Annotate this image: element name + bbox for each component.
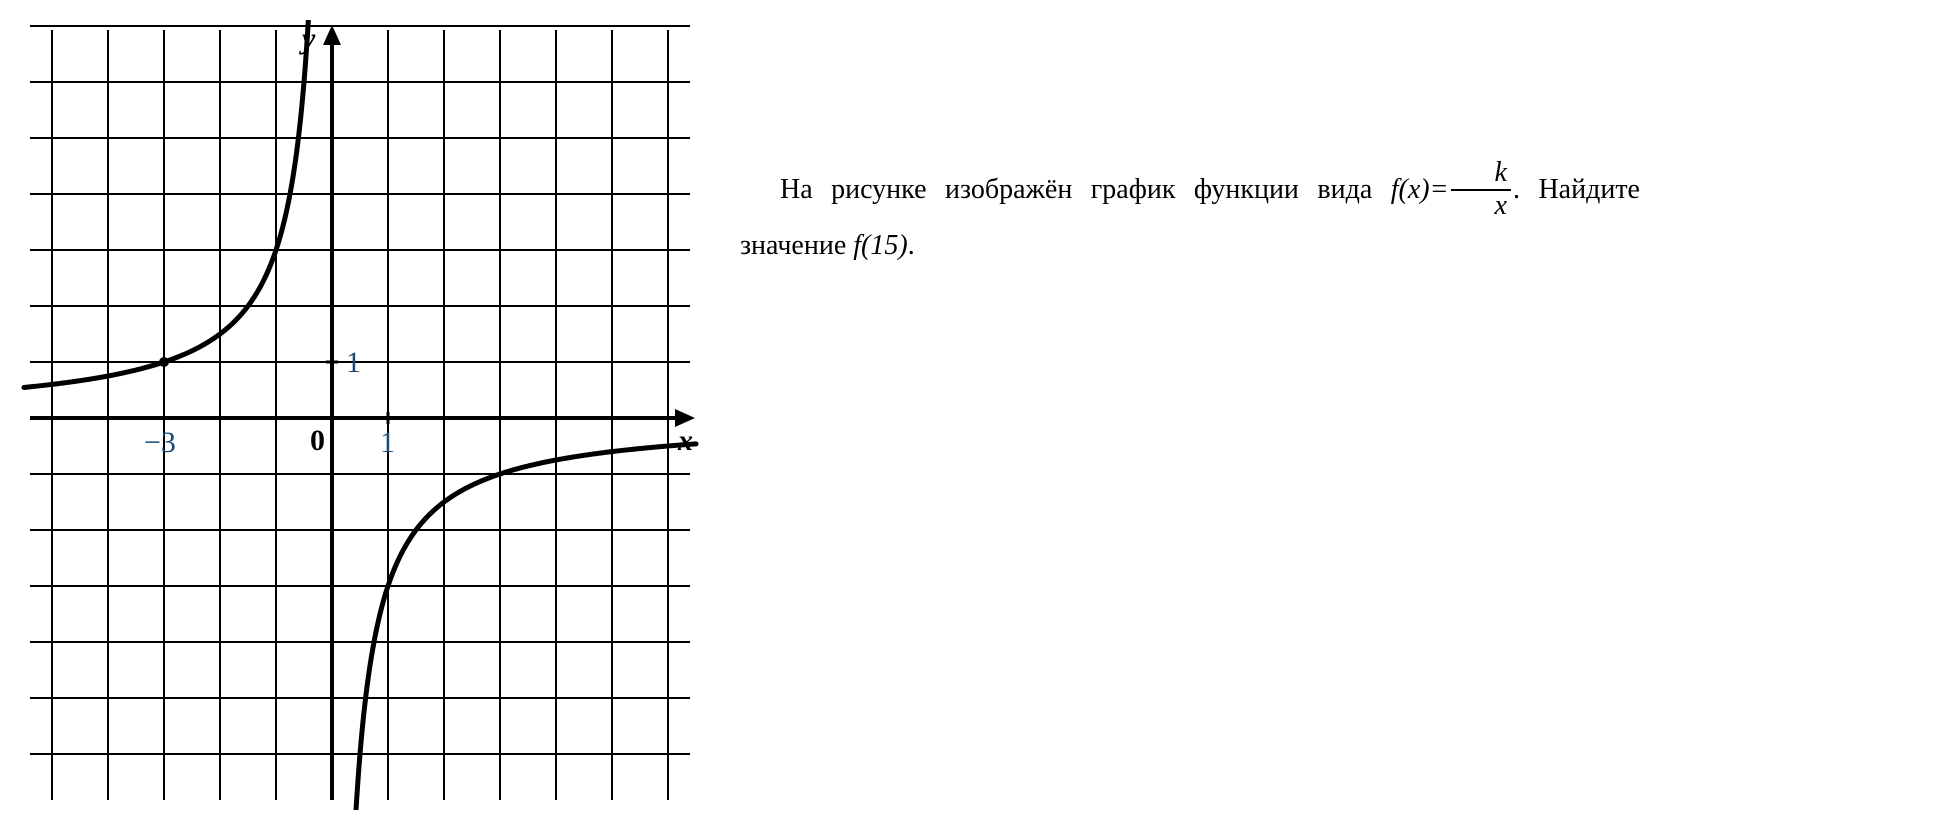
fraction: kx bbox=[1451, 158, 1511, 222]
svg-text:x: x bbox=[677, 424, 693, 457]
svg-text:y: y bbox=[299, 22, 316, 55]
svg-text:0: 0 bbox=[310, 424, 325, 457]
problem-text: На рисунке изображён график функции вида… bbox=[740, 20, 1640, 268]
fraction-den: x bbox=[1451, 191, 1511, 222]
svg-text:−3: −3 bbox=[144, 426, 176, 459]
svg-text:1: 1 bbox=[380, 426, 395, 459]
formula2: f(15) bbox=[853, 230, 907, 261]
chart-svg: y x 0 1 1 −3 bbox=[20, 20, 700, 810]
formula-eq: = bbox=[1430, 174, 1449, 205]
hyperbola-chart: y x 0 1 1 −3 bbox=[20, 20, 700, 815]
text-part3: . bbox=[908, 230, 915, 261]
fraction-num: k bbox=[1451, 158, 1511, 191]
text-part1: На рисунке изображён график функции вида bbox=[780, 174, 1391, 205]
svg-text:1: 1 bbox=[346, 346, 361, 379]
formula-lhs: f(x) bbox=[1391, 174, 1430, 205]
